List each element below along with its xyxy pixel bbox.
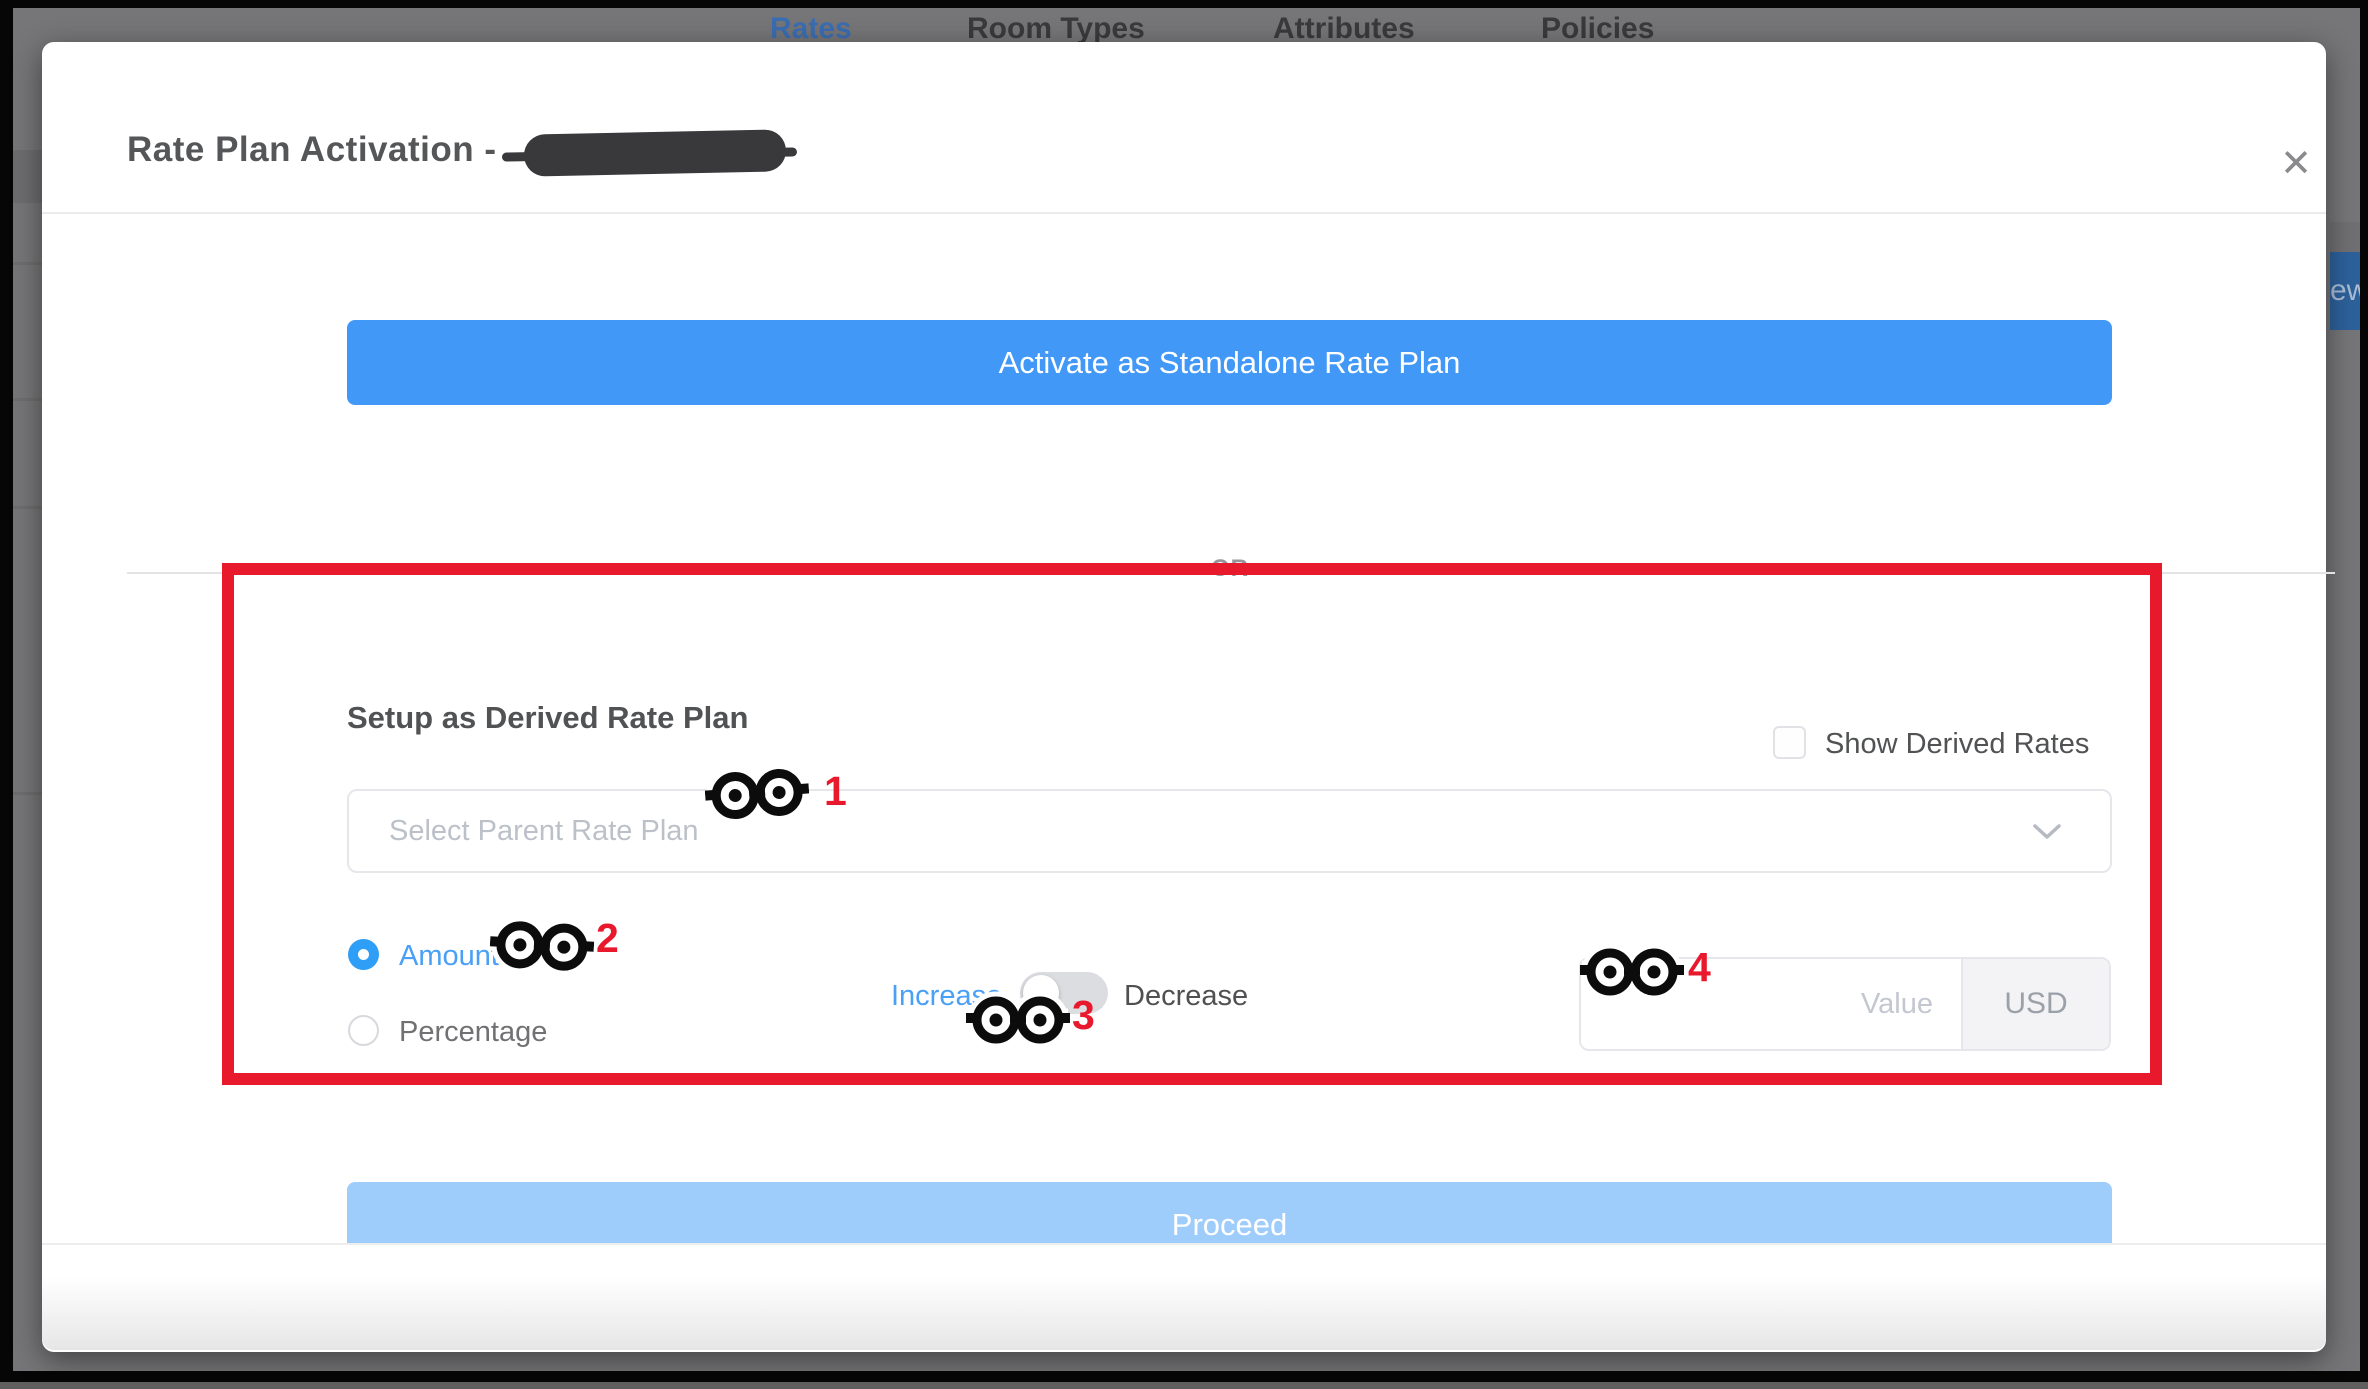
- tab-room-types[interactable]: Room Types: [967, 12, 1145, 45]
- show-derived-rates-label: Show Derived Rates: [1825, 728, 2090, 760]
- tab-policies[interactable]: Policies: [1541, 12, 1655, 45]
- percentage-radio[interactable]: [348, 1015, 379, 1046]
- header-divider: [42, 212, 2326, 214]
- background-row-divider: [13, 792, 42, 795]
- decrease-label: Decrease: [1124, 980, 1249, 1012]
- footer-divider: [42, 1243, 2326, 1245]
- annotation-number-3: 3: [1072, 992, 1095, 1038]
- glasses-icon: [1580, 943, 1684, 1001]
- annotation-number-1: 1: [824, 768, 847, 814]
- tab-rates[interactable]: Rates: [770, 12, 852, 45]
- frame-bottom-strip: [0, 1382, 2368, 1389]
- currency-addon: USD: [1961, 959, 2109, 1049]
- activate-standalone-button[interactable]: Activate as Standalone Rate Plan: [347, 320, 2112, 405]
- background-element: [2330, 222, 2360, 252]
- background-row: [13, 150, 42, 203]
- glasses-icon: [704, 763, 810, 825]
- glasses-icon: [966, 991, 1070, 1049]
- partial-preview-button[interactable]: ew: [2330, 252, 2360, 330]
- or-label: OR: [1211, 555, 1249, 582]
- or-divider-left: [127, 572, 1065, 574]
- rate-plan-activation-dialog: Rate Plan Activation - ✕ Activate as Sta…: [42, 42, 2335, 1352]
- parent-rate-plan-placeholder: Select Parent Rate Plan: [389, 815, 699, 847]
- parent-rate-plan-select[interactable]: Select Parent Rate Plan: [347, 789, 2112, 873]
- annotation-number-2: 2: [596, 915, 619, 961]
- value-input[interactable]: [1581, 959, 1963, 1049]
- or-divider-right: [1397, 572, 2335, 574]
- glasses-icon: [489, 916, 595, 976]
- percentage-radio-label: Percentage: [399, 1016, 548, 1048]
- close-icon[interactable]: ✕: [2280, 143, 2312, 185]
- background-row-divider: [13, 398, 42, 401]
- show-derived-rates-checkbox[interactable]: [1773, 726, 1806, 759]
- annotation-number-4: 4: [1688, 944, 1711, 990]
- derived-section-heading: Setup as Derived Rate Plan: [347, 700, 749, 735]
- dialog-title: Rate Plan Activation -: [127, 130, 497, 169]
- amount-radio[interactable]: [348, 939, 379, 970]
- amount-radio-label: Amount: [399, 940, 499, 972]
- tab-attributes[interactable]: Attributes: [1273, 12, 1415, 45]
- chevron-down-icon: [2032, 823, 2062, 846]
- background-row-divider: [13, 506, 42, 509]
- dialog-footer: [42, 1245, 2326, 1350]
- background-row-divider: [13, 262, 42, 265]
